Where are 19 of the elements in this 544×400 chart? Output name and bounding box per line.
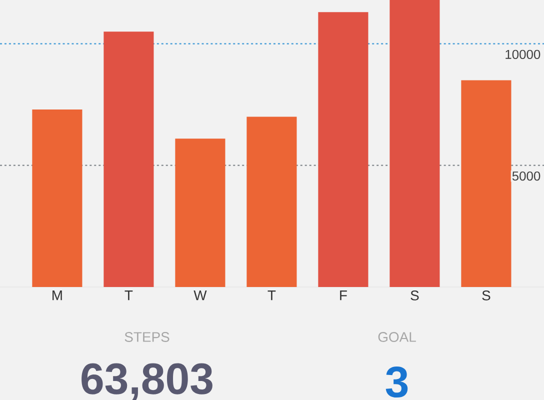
x-tick-label: S: [410, 290, 419, 300]
x-tick-label: T: [124, 290, 133, 300]
x-tick-label: F: [340, 290, 347, 300]
bar: [318, 12, 368, 287]
ref-line-label: 10000: [506, 50, 540, 60]
x-tick-label: M: [52, 290, 62, 300]
bar: [175, 138, 226, 287]
text: STEPS: [124, 332, 170, 342]
x-tick-label: S: [482, 290, 490, 300]
text: GOAL: [378, 332, 416, 342]
bar: [390, 0, 440, 287]
x-tick-label: T: [268, 290, 276, 300]
bar: [104, 32, 154, 287]
bar: [246, 116, 297, 287]
bar: [461, 80, 512, 287]
bar: [32, 109, 82, 287]
text: 3: [386, 366, 408, 398]
ref-line-label: 5000: [512, 171, 540, 181]
x-tick-label: W: [194, 290, 207, 300]
